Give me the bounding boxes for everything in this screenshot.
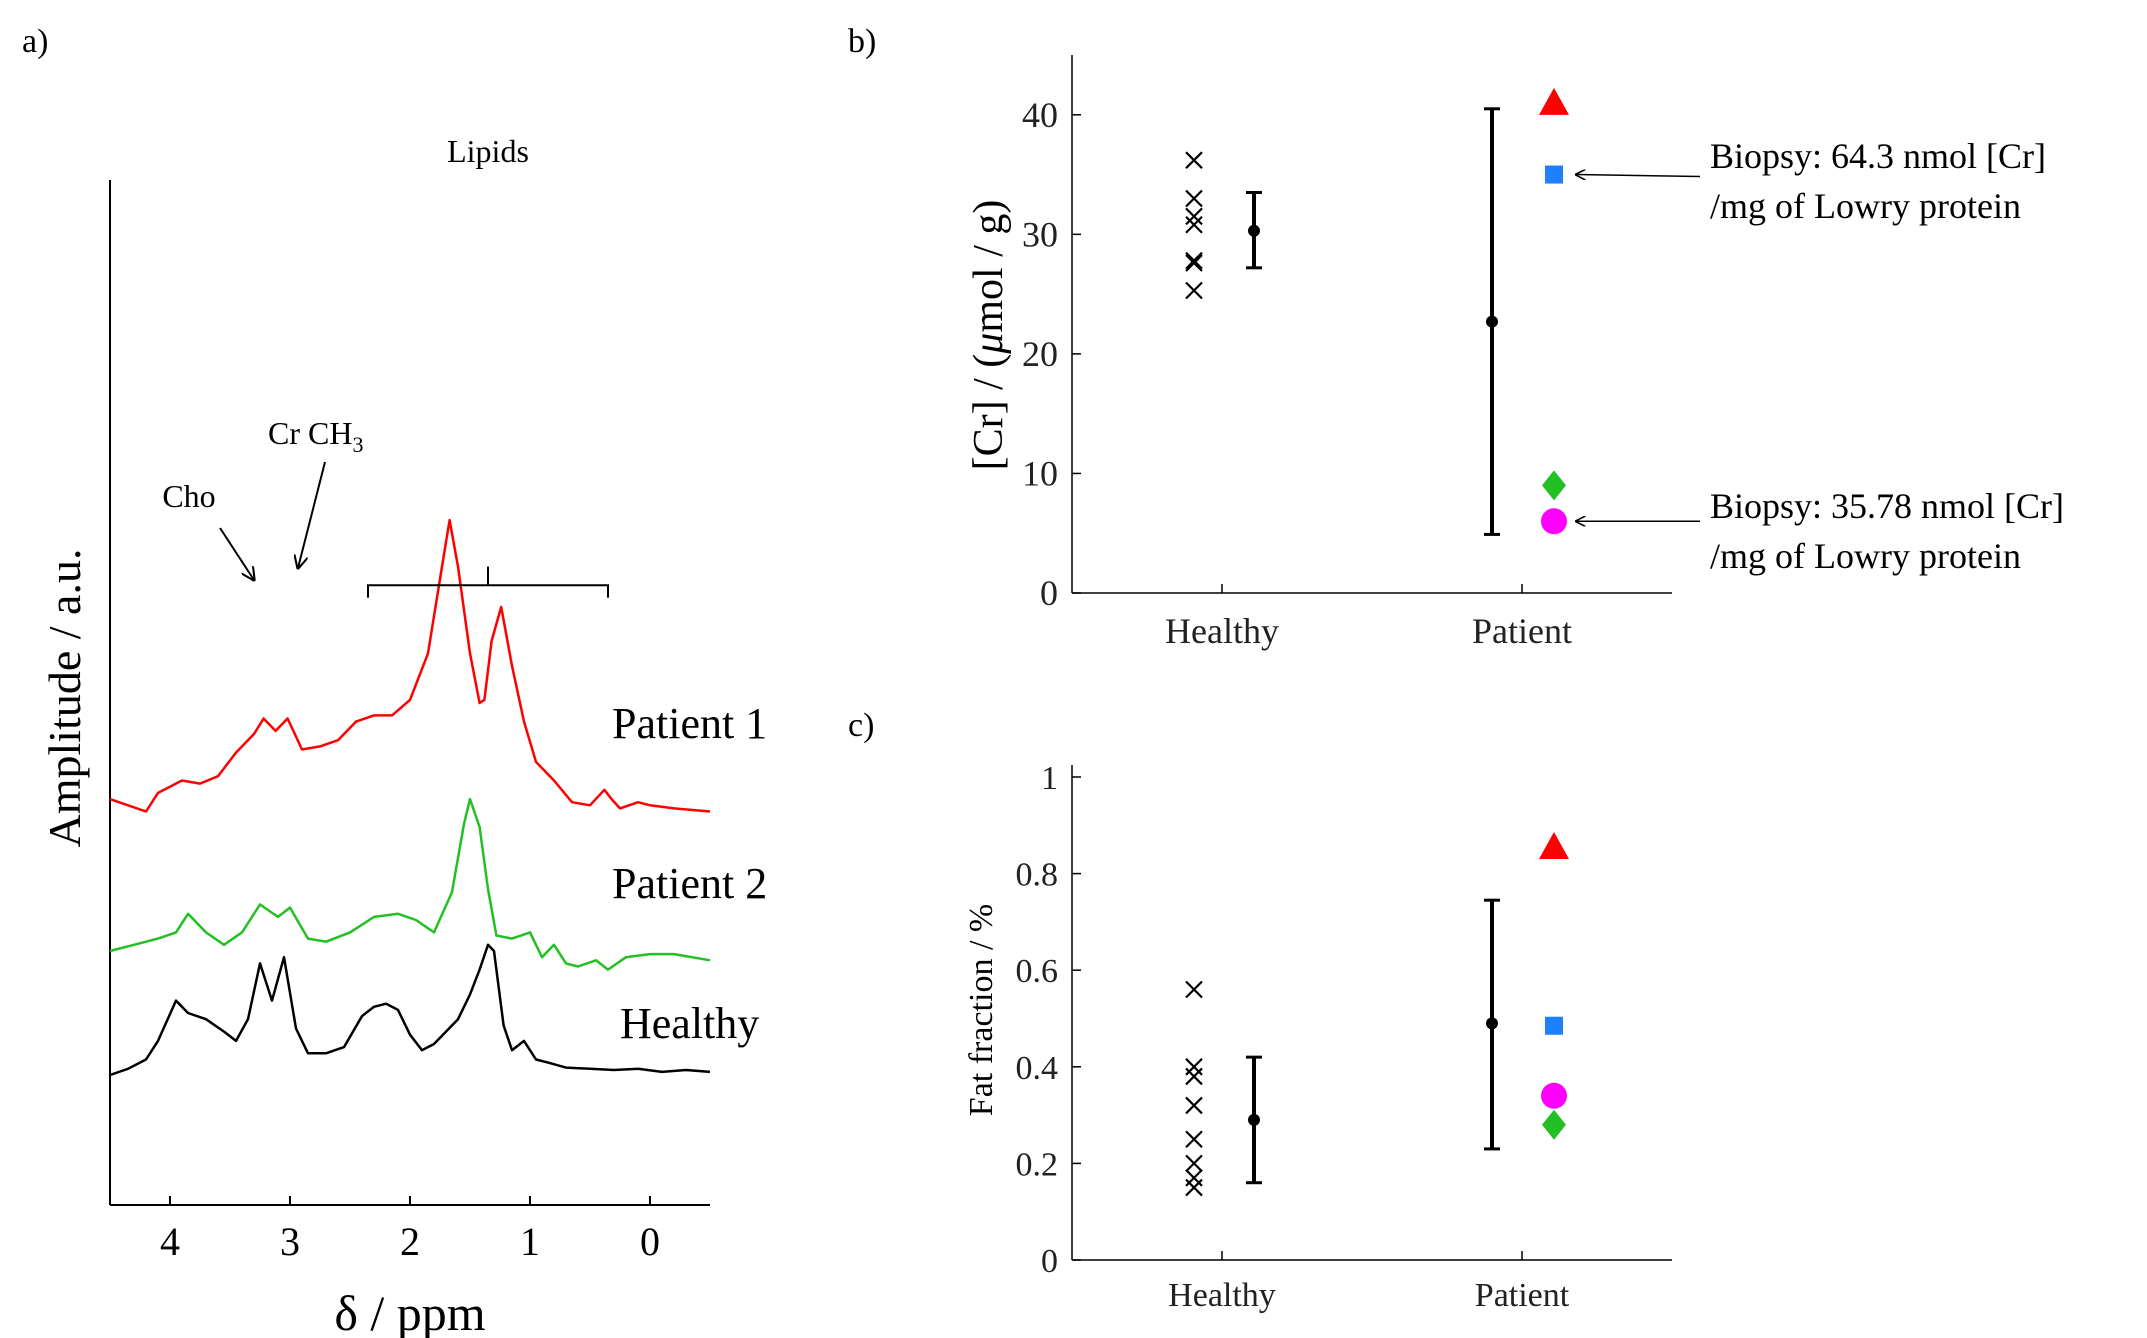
patient-triangle-marker — [1539, 832, 1569, 860]
chart-c-ytick-label-4: 0.8 — [1016, 857, 1059, 894]
healthy-point — [1185, 1067, 1203, 1086]
healthy-point — [1185, 189, 1203, 208]
chart-a-xtick-label-3: 1 — [520, 1219, 540, 1264]
biopsy-arrow-1 — [1576, 175, 1701, 177]
cr-ch3-base: Cr CH — [268, 415, 352, 451]
category-label-healthy: Healthy — [1165, 611, 1279, 651]
chart-c-ytick-label-0: 0 — [1041, 1243, 1058, 1280]
chart-b-ytick-label-1: 10 — [1022, 453, 1058, 493]
creatine-chart: [Cr] / (μmol / g) Biopsy: 64.3 nmol [Cr]… — [966, 55, 2064, 651]
healthy-point — [1185, 254, 1203, 272]
patient-circle-marker — [1541, 1082, 1567, 1109]
chart-b-ytick-label-3: 30 — [1022, 214, 1058, 254]
chart-c-ytick-label-5: 1 — [1041, 760, 1058, 797]
chart-b-ylabel-base: [Cr] / ( — [966, 354, 1012, 471]
chart-b-ytick-label-2: 20 — [1022, 334, 1058, 374]
chart-c-ytick-label-1: 0.2 — [1016, 1146, 1059, 1183]
chart-b-ytick-label-0: 0 — [1040, 573, 1058, 613]
series-label-healthy: Healthy — [620, 999, 759, 1048]
chart-a-xtick-label-0: 4 — [160, 1219, 180, 1264]
healthy-point — [1185, 1096, 1203, 1115]
category-label-healthy: Healthy — [1168, 1277, 1276, 1314]
panel-c-label: c) — [848, 707, 874, 744]
cho-label: Cho — [162, 478, 215, 514]
spectrum-line-patient-2 — [109, 797, 711, 971]
chart-a-ylabel: Amplitude / a.u. — [39, 549, 90, 848]
patient-mean-point — [1486, 315, 1498, 328]
patient-mean-point — [1486, 1017, 1498, 1030]
biopsy-annotation-2-line2: /mg of Lowry protein — [1710, 536, 2021, 576]
patient-square-marker — [1545, 1016, 1563, 1035]
chart-b-ylabel-mu: μ — [966, 333, 1012, 355]
cr-ch3-sub: 3 — [352, 432, 363, 457]
biopsy-annotation-1-line1: Biopsy: 64.3 nmol [Cr] — [1710, 136, 2046, 176]
category-label-patient: Patient — [1472, 611, 1572, 651]
chart-b-ytick-label-4: 40 — [1022, 95, 1058, 135]
healthy-mean-point — [1248, 224, 1260, 237]
spectra-chart: Amplitude / a.u. δ / ppm Lipids Cho Cr C… — [39, 133, 767, 1338]
chart-a-xlabel: δ / ppm — [334, 1285, 485, 1338]
biopsy-annotation-2-line1: Biopsy: 35.78 nmol [Cr] — [1710, 486, 2064, 526]
biopsy-annotation-1-line2: /mg of Lowry protein — [1710, 186, 2021, 226]
chart-a-xtick-label-2: 2 — [400, 1219, 420, 1264]
healthy-point — [1185, 1130, 1203, 1149]
spectrum-line-healthy — [109, 943, 711, 1077]
series-label-patient-1: Patient 1 — [612, 699, 767, 748]
cr-ch3-label: Cr CH3 — [268, 415, 363, 457]
chart-a-xtick-label-4: 0 — [640, 1219, 660, 1264]
healthy-point — [1185, 207, 1203, 226]
chart-b-ylabel: [Cr] / (μmol / g) — [966, 200, 1012, 471]
patient-triangle-marker — [1539, 87, 1569, 115]
patient-circle-marker — [1541, 508, 1567, 535]
panel-a-label: a) — [22, 23, 48, 60]
cr-arrow — [298, 461, 326, 568]
healthy-mean-point — [1248, 1113, 1260, 1126]
spectrum-line-patient-1 — [109, 518, 711, 813]
chart-a-xtick-label-1: 3 — [280, 1219, 300, 1264]
patient-diamond-marker — [1542, 1109, 1566, 1140]
patient-diamond-marker — [1542, 470, 1566, 501]
category-label-patient: Patient — [1475, 1277, 1570, 1314]
healthy-point — [1185, 980, 1203, 999]
chart-c-ytick-label-3: 0.6 — [1016, 953, 1059, 990]
chart-c-ytick-label-2: 0.4 — [1016, 1050, 1059, 1087]
series-label-patient-2: Patient 2 — [612, 859, 767, 908]
chart-c-ylabel: Fat fraction / % — [963, 904, 1000, 1116]
chart-b-ylabel-rest: mol / g) — [966, 200, 1012, 333]
healthy-point — [1185, 1178, 1203, 1197]
panel-b-label: b) — [848, 23, 876, 60]
healthy-point — [1185, 151, 1203, 169]
healthy-point — [1185, 1154, 1203, 1173]
patient-square-marker — [1545, 165, 1563, 184]
healthy-point — [1185, 215, 1203, 234]
cho-arrow — [219, 527, 254, 580]
lipids-bracket — [367, 584, 609, 598]
fat-fraction-chart: Fat fraction / % 0 0.2 0.4 0.6 0.8 1 Healthy Pa… — [963, 760, 1672, 1314]
healthy-point — [1185, 281, 1203, 300]
lipids-label: Lipids — [447, 133, 529, 169]
healthy-point — [1185, 251, 1203, 270]
